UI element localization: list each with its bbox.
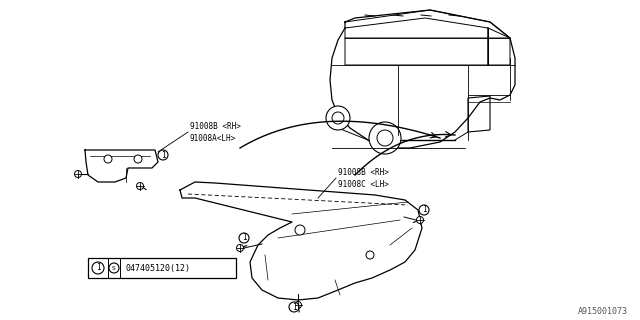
Circle shape — [377, 130, 393, 146]
Circle shape — [419, 205, 429, 215]
Circle shape — [158, 150, 168, 160]
Bar — [88, 258, 236, 278]
Text: 1: 1 — [292, 302, 296, 311]
Circle shape — [237, 244, 243, 252]
Text: 91008B <RH>: 91008B <RH> — [338, 167, 389, 177]
Text: 91008C <LH>: 91008C <LH> — [338, 180, 389, 188]
Circle shape — [326, 106, 350, 130]
Circle shape — [136, 182, 143, 189]
Circle shape — [366, 251, 374, 259]
Text: 91008A<LH>: 91008A<LH> — [190, 133, 236, 142]
Text: 047405120(12): 047405120(12) — [126, 263, 191, 273]
Circle shape — [239, 233, 249, 243]
Circle shape — [109, 263, 119, 273]
Circle shape — [134, 155, 142, 163]
Text: 1: 1 — [422, 205, 426, 214]
Circle shape — [92, 262, 104, 274]
Text: S: S — [112, 266, 116, 270]
Text: 1: 1 — [96, 263, 100, 273]
Text: A915001073: A915001073 — [578, 308, 628, 316]
Text: 91008B <RH>: 91008B <RH> — [190, 122, 241, 131]
Circle shape — [417, 217, 424, 223]
Text: 1: 1 — [161, 150, 165, 159]
Circle shape — [104, 155, 112, 163]
Circle shape — [369, 122, 401, 154]
Text: 1: 1 — [242, 234, 246, 243]
Circle shape — [294, 301, 301, 308]
Circle shape — [289, 302, 299, 312]
Circle shape — [332, 112, 344, 124]
Circle shape — [295, 225, 305, 235]
Circle shape — [74, 171, 81, 178]
